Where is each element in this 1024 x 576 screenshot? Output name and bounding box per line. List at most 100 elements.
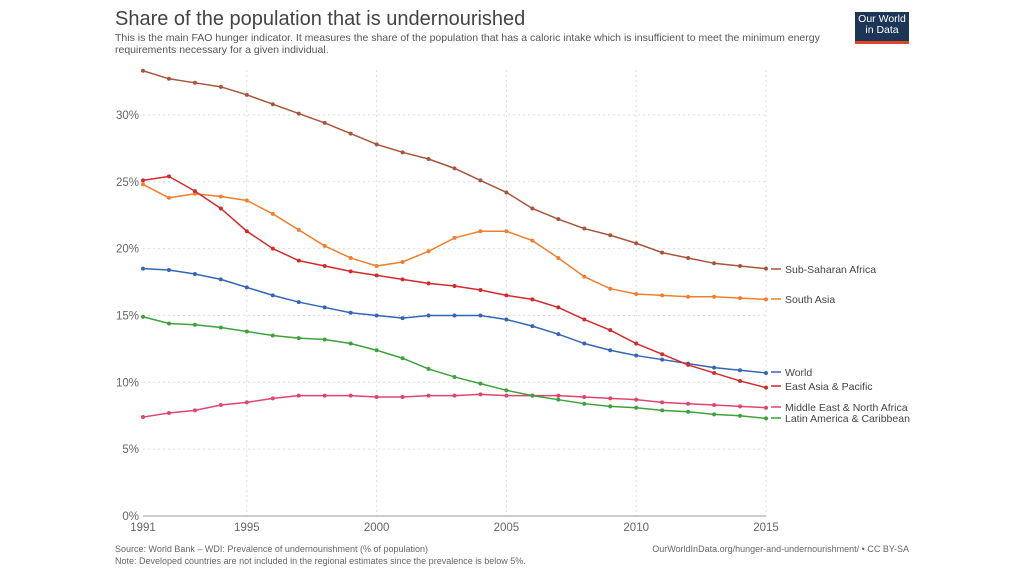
data-point xyxy=(166,174,171,179)
data-point xyxy=(582,274,587,279)
data-point xyxy=(478,288,483,293)
data-point xyxy=(660,400,665,405)
data-point xyxy=(634,292,639,297)
data-point xyxy=(712,261,717,266)
data-point xyxy=(608,396,613,401)
data-point xyxy=(141,415,145,420)
data-point xyxy=(374,273,379,278)
data-point xyxy=(478,392,483,397)
data-point xyxy=(192,322,197,327)
data-point xyxy=(738,368,743,373)
data-point xyxy=(244,229,249,234)
data-point xyxy=(296,300,301,305)
y-tick-label: 20% xyxy=(116,244,139,256)
data-point xyxy=(296,393,301,398)
data-point xyxy=(374,142,379,147)
data-point xyxy=(322,120,327,125)
data-point xyxy=(296,227,301,232)
data-point xyxy=(141,266,145,271)
data-point xyxy=(764,370,768,375)
data-point xyxy=(530,206,535,211)
data-point xyxy=(582,395,587,400)
data-point xyxy=(218,277,223,282)
series-label: Latin America & Caribbean xyxy=(785,413,910,425)
data-point xyxy=(556,397,561,402)
data-point xyxy=(556,332,561,337)
data-point xyxy=(660,352,665,357)
data-point xyxy=(504,190,509,195)
data-point xyxy=(192,272,197,277)
data-point xyxy=(141,68,145,73)
data-point xyxy=(244,198,249,203)
series-label: East Asia & Pacific xyxy=(785,381,873,393)
source-url[interactable]: OurWorldInData.org/hunger-and-undernouri… xyxy=(652,544,909,554)
data-point xyxy=(270,396,275,401)
data-point xyxy=(634,341,639,346)
data-point xyxy=(686,362,691,367)
data-point xyxy=(738,413,743,418)
data-point xyxy=(296,111,301,116)
x-tick-label: 2010 xyxy=(623,522,649,534)
x-tick-label: 1991 xyxy=(130,522,156,534)
data-point xyxy=(166,195,171,200)
data-point xyxy=(608,233,613,238)
y-tick-label: 15% xyxy=(116,310,139,322)
source-note: Source: World Bank – WDI: Prevalence of … xyxy=(115,544,428,554)
data-point xyxy=(608,348,613,353)
data-point xyxy=(322,305,327,310)
data-point xyxy=(244,92,249,97)
data-point xyxy=(738,404,743,409)
data-point xyxy=(556,393,561,398)
data-point xyxy=(322,243,327,248)
data-point xyxy=(400,259,405,264)
data-point xyxy=(478,313,483,318)
data-point xyxy=(270,333,275,338)
data-point xyxy=(192,80,197,85)
data-point xyxy=(764,266,768,271)
data-point xyxy=(686,255,691,260)
data-point xyxy=(244,329,249,334)
data-point xyxy=(738,296,743,301)
data-point xyxy=(530,393,535,398)
data-point xyxy=(426,313,431,318)
data-point xyxy=(764,416,768,421)
data-point xyxy=(712,365,717,370)
data-point xyxy=(582,341,587,346)
data-point xyxy=(348,310,353,315)
data-point xyxy=(270,293,275,298)
y-tick-label: 0% xyxy=(122,511,139,523)
series-label: Middle East & North Africa xyxy=(785,402,908,414)
data-point xyxy=(738,263,743,268)
data-point xyxy=(426,281,431,286)
data-point xyxy=(348,255,353,260)
data-point xyxy=(764,385,768,390)
data-point xyxy=(608,328,613,333)
series-line xyxy=(142,393,767,418)
series-label: South Asia xyxy=(785,294,835,306)
data-point xyxy=(374,313,379,318)
data-point xyxy=(141,182,145,187)
data-point xyxy=(270,211,275,216)
data-point xyxy=(348,341,353,346)
series-line xyxy=(142,183,767,301)
x-tick-label: 2015 xyxy=(753,522,779,534)
data-point xyxy=(218,84,223,89)
data-point xyxy=(400,150,405,155)
data-point xyxy=(141,314,145,319)
x-tick-label: 2005 xyxy=(494,522,520,534)
data-point xyxy=(166,76,171,81)
data-point xyxy=(270,246,275,251)
owid-logo[interactable]: Our World in Data xyxy=(855,12,909,44)
data-point xyxy=(504,317,509,322)
data-point xyxy=(556,305,561,310)
data-point xyxy=(452,393,457,398)
footnote: Note: Developed countries are not includ… xyxy=(115,556,526,566)
data-point xyxy=(478,381,483,386)
data-point xyxy=(296,336,301,341)
chart-title: Share of the population that is undernou… xyxy=(115,8,526,30)
data-point xyxy=(504,393,509,398)
data-point xyxy=(478,178,483,183)
data-point xyxy=(582,317,587,322)
data-point xyxy=(504,293,509,298)
